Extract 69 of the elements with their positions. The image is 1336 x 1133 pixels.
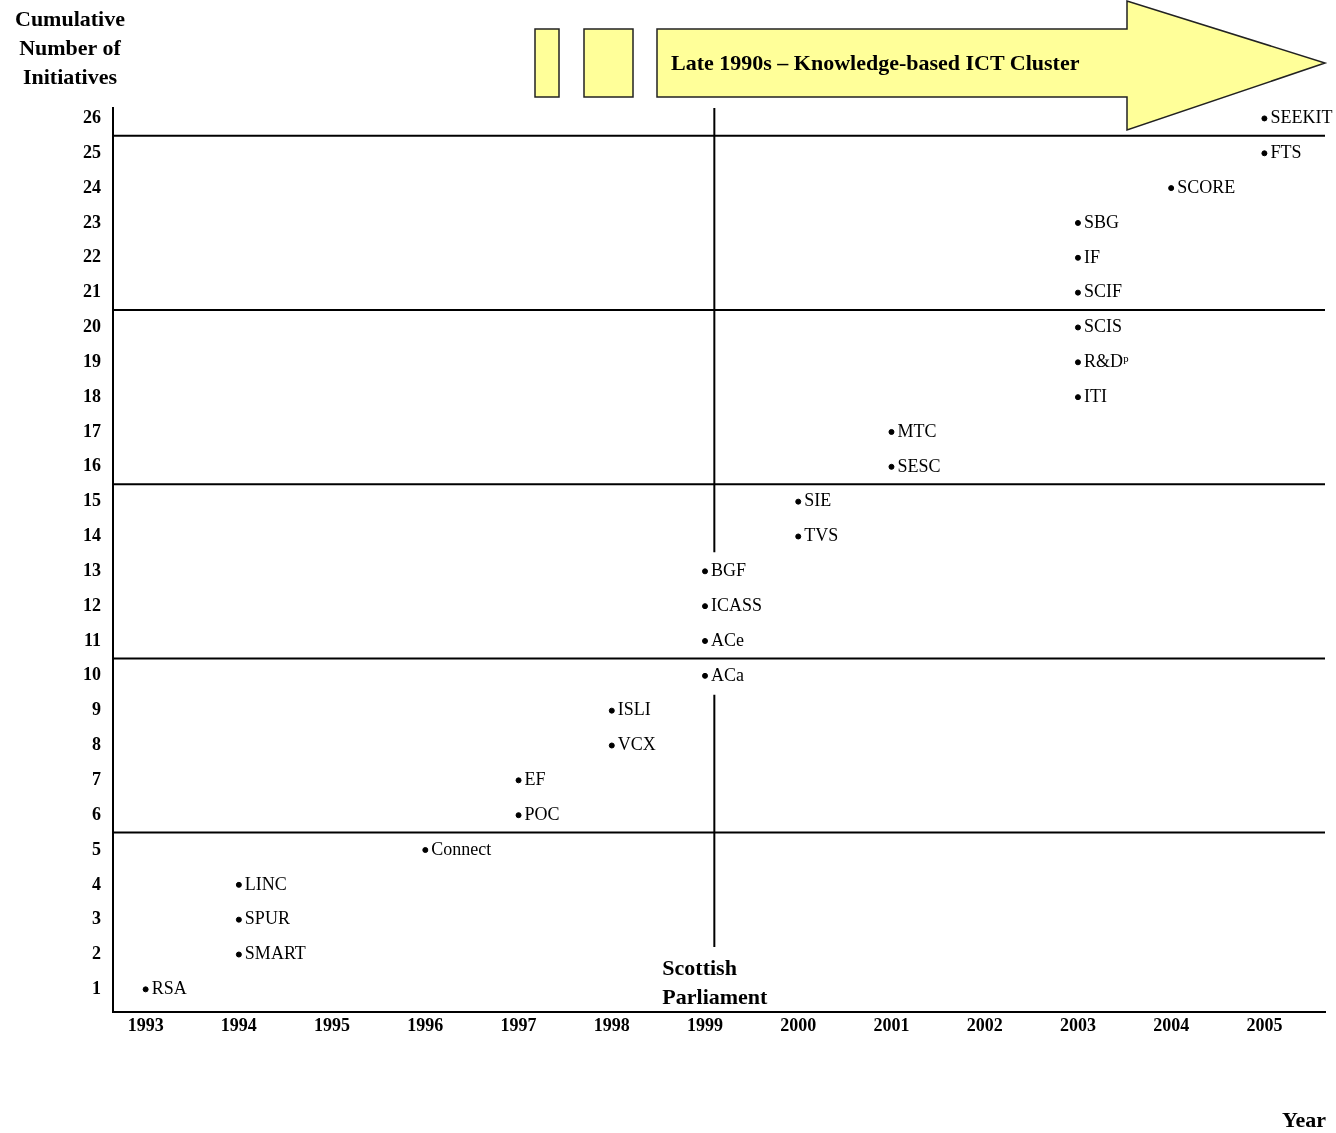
y-tick-label: 1: [92, 978, 101, 999]
data-label: IF: [1083, 246, 1100, 267]
data-label: LINC: [244, 873, 287, 894]
data-label: SCIF: [1083, 281, 1122, 302]
y-tick-label: 19: [83, 350, 101, 371]
x-tick-label: 1997: [500, 1015, 537, 1036]
data-label: FTS: [1270, 142, 1302, 163]
x-tick-label: 2004: [1153, 1015, 1190, 1036]
data-label: SCIS: [1083, 316, 1122, 337]
data-label: Connect: [431, 838, 492, 859]
x-tick-label: 2003: [1059, 1015, 1096, 1036]
data-label: SBG: [1083, 211, 1119, 232]
y-tick-label: 26: [83, 107, 101, 128]
data-label: VCX: [617, 734, 656, 755]
data-label: TVS: [804, 525, 839, 546]
x-tick-label: 2002: [966, 1015, 1003, 1036]
y-tick-label: 11: [83, 629, 101, 650]
y-tick-label: 18: [83, 385, 101, 406]
y-tick-label: 2: [92, 943, 101, 964]
data-label: EF: [524, 769, 546, 790]
y-tick-label: 25: [83, 141, 101, 162]
data-label: ACa: [711, 664, 745, 685]
data-label: ISLI: [617, 699, 651, 720]
y-tick-label: 21: [83, 281, 101, 302]
x-tick-label: 1993: [127, 1015, 164, 1036]
y-tick-label: 10: [83, 664, 101, 685]
x-axis-title: Year: [1282, 1106, 1327, 1132]
y-axis-title: Cumulative Number of Initiatives: [15, 5, 126, 89]
data-label: SCORE: [1177, 176, 1236, 197]
y-tick-label: 16: [83, 455, 101, 476]
y-tick-label: 20: [83, 316, 101, 337]
text: Late 1990s – Knowledge-based ICT Cluster: [671, 50, 1080, 76]
data-label: ITI: [1083, 385, 1107, 406]
ref-line-label: Scottish Parliament: [662, 954, 769, 1009]
data-label: MTC: [897, 420, 937, 441]
data-label: RSA: [151, 978, 187, 999]
x-tick-label: 1996: [407, 1015, 444, 1036]
data-label: ICASS: [711, 594, 763, 615]
y-tick-label: 9: [92, 699, 101, 720]
y-tick-label: 14: [83, 525, 101, 546]
y-tick-label: 3: [92, 908, 101, 929]
data-label: SEEKIT: [1270, 107, 1333, 128]
data-label: POC: [524, 803, 560, 824]
data-label: SMART: [244, 943, 306, 964]
y-tick-label: 17: [83, 420, 101, 441]
y-tick-label: 24: [83, 176, 101, 197]
data-label: SESC: [897, 455, 941, 476]
data-label: R&Dᵖ: [1083, 351, 1129, 372]
x-tick-label: 1998: [593, 1015, 630, 1036]
x-tick-label: 2005: [1246, 1015, 1283, 1036]
y-tick-label: 4: [92, 873, 101, 894]
y-tick-label: 5: [92, 838, 101, 859]
y-tick-label: 23: [83, 211, 101, 232]
y-tick-label: 8: [92, 734, 101, 755]
data-label: BGF: [711, 560, 747, 581]
y-tick-label: 12: [83, 594, 101, 615]
x-tick-label: 2001: [873, 1015, 910, 1036]
x-tick-label: 1995: [314, 1015, 351, 1036]
y-tick-label: 15: [83, 490, 101, 511]
x-tick-label: 2000: [780, 1015, 817, 1036]
y-tick-label: 13: [83, 559, 101, 580]
y-tick-label: 6: [92, 803, 101, 824]
y-tick-label: 7: [92, 769, 101, 789]
data-label: ACe: [711, 629, 745, 650]
data-label: SIE: [804, 490, 832, 511]
x-tick-label: 1994: [220, 1015, 257, 1036]
x-tick-label: 1999: [687, 1015, 724, 1036]
data-label: SPUR: [244, 908, 290, 929]
y-tick-label: 22: [83, 246, 101, 267]
